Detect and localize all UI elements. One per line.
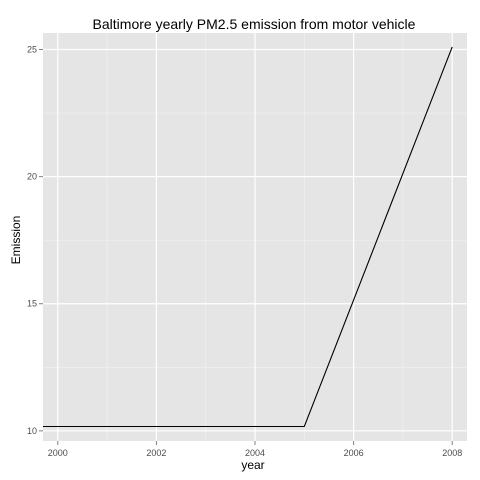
series-line-0 xyxy=(43,46,453,428)
y-axis-title: Emission xyxy=(9,216,23,265)
x-axis: 2000 2002 2004 2006 2008 xyxy=(48,441,462,458)
x-axis-title: year xyxy=(241,458,264,472)
x-tick-label: 2000 xyxy=(48,448,68,458)
y-tick-label: 25 xyxy=(27,45,37,55)
y-tick-label: 10 xyxy=(27,426,37,436)
x-tick-label: 2004 xyxy=(245,448,265,458)
major-gridlines xyxy=(43,33,467,441)
y-tick-label: 20 xyxy=(27,172,37,182)
chart-title: Baltimore yearly PM2.5 emission from mot… xyxy=(93,16,416,32)
series-layer xyxy=(43,46,453,428)
y-axis: 10 15 20 25 xyxy=(27,45,43,436)
x-tick-label: 2008 xyxy=(442,448,462,458)
x-tick-label: 2006 xyxy=(344,448,364,458)
x-tick-label: 2002 xyxy=(146,448,166,458)
y-tick-label: 15 xyxy=(27,299,37,309)
